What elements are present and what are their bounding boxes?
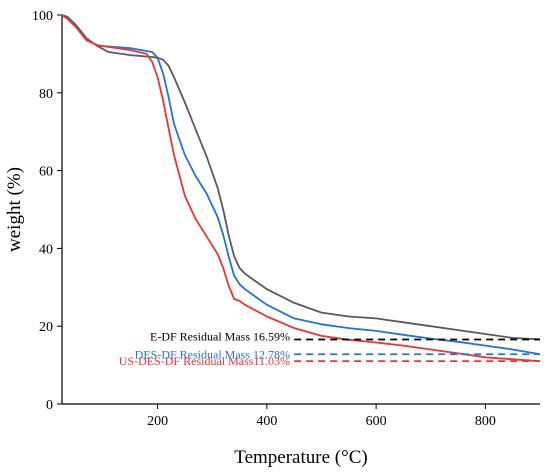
x-tick-label: 800 bbox=[475, 414, 496, 429]
y-tick-label: 100 bbox=[32, 9, 53, 24]
series-line-3 bbox=[61, 14, 541, 363]
residual-label-1: E-DF Residual Mass 16.59% bbox=[150, 329, 290, 343]
axes bbox=[61, 15, 540, 405]
residual-label-2: DES-DF Residual Mass 12.78% bbox=[135, 347, 290, 361]
residual-label-3: US-DES-DF Residual Mass11.03% bbox=[119, 354, 290, 368]
series-line-2 bbox=[61, 14, 541, 356]
x-axis-title: Temperature (°C) bbox=[234, 447, 367, 468]
series-line-1 bbox=[61, 14, 541, 341]
y-tick-label: 40 bbox=[39, 242, 53, 257]
y-axis-title: weight (%) bbox=[4, 167, 25, 252]
y-tick-label: 80 bbox=[39, 87, 53, 102]
y-tick-label: 0 bbox=[46, 398, 53, 413]
annotations: E-DF Residual Mass 16.59% DES-DF Residual… bbox=[119, 329, 540, 368]
y-tick-label: 60 bbox=[39, 165, 53, 180]
x-tick-label: 400 bbox=[256, 414, 277, 429]
series-layer bbox=[61, 14, 541, 363]
x-tick-label: 200 bbox=[147, 414, 168, 429]
y-tick-label: 20 bbox=[39, 320, 53, 335]
ticks: 200 400 600 800 0 20 40 60 80 100 bbox=[32, 9, 496, 429]
x-tick-label: 600 bbox=[366, 414, 387, 429]
